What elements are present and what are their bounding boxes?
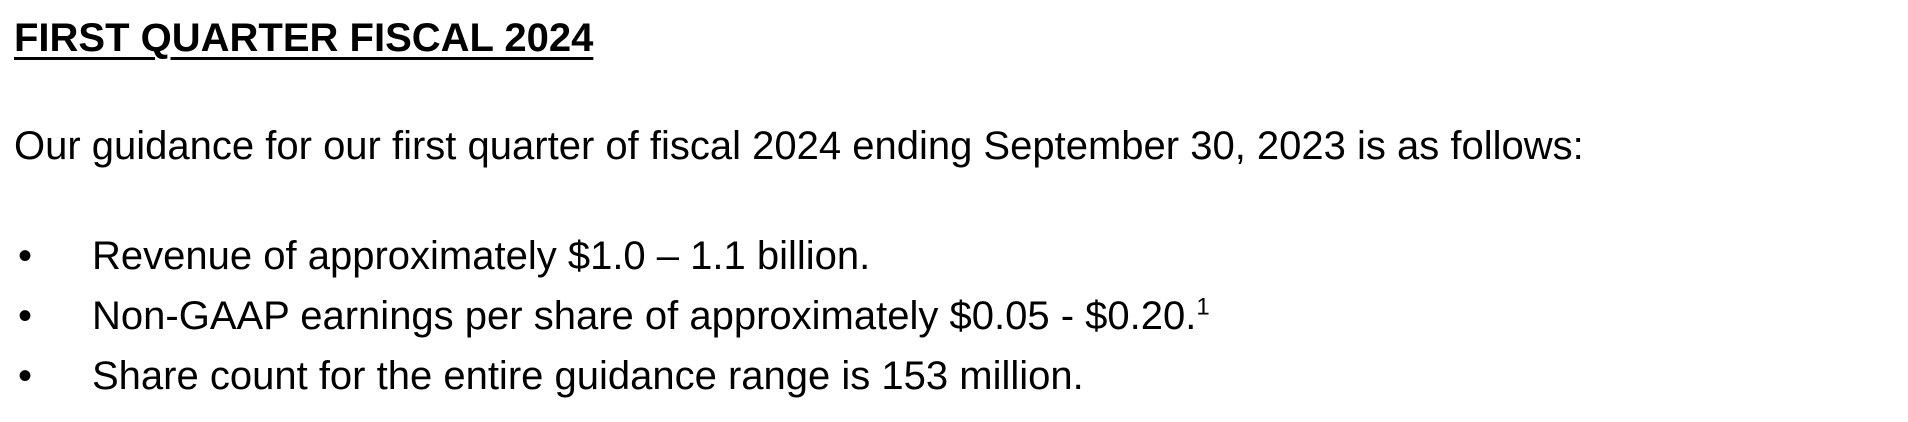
list-item-revenue: • Revenue of approximately $1.0 – 1.1 bi…: [14, 226, 1908, 286]
bullet-icon: •: [18, 294, 33, 338]
list-item-text: Revenue of approximately $1.0 – 1.1 bill…: [92, 234, 871, 278]
guidance-document: FIRST QUARTER FISCAL 2024 Our guidance f…: [14, 10, 1908, 406]
bullet-icon: •: [18, 234, 33, 278]
bullet-icon: •: [18, 354, 33, 398]
intro-paragraph: Our guidance for our first quarter of fi…: [14, 124, 1584, 168]
list-item-text: Non-GAAP earnings per share of approxima…: [92, 294, 1197, 338]
list-item-eps: • Non-GAAP earnings per share of approxi…: [14, 286, 1908, 346]
list-item-share-count: • Share count for the entire guidance ra…: [14, 346, 1908, 406]
section-heading: FIRST QUARTER FISCAL 2024: [14, 16, 594, 60]
list-item-text: Share count for the entire guidance rang…: [92, 354, 1084, 398]
footnote-marker: 1: [1196, 293, 1210, 321]
guidance-list: • Revenue of approximately $1.0 – 1.1 bi…: [14, 226, 1908, 406]
